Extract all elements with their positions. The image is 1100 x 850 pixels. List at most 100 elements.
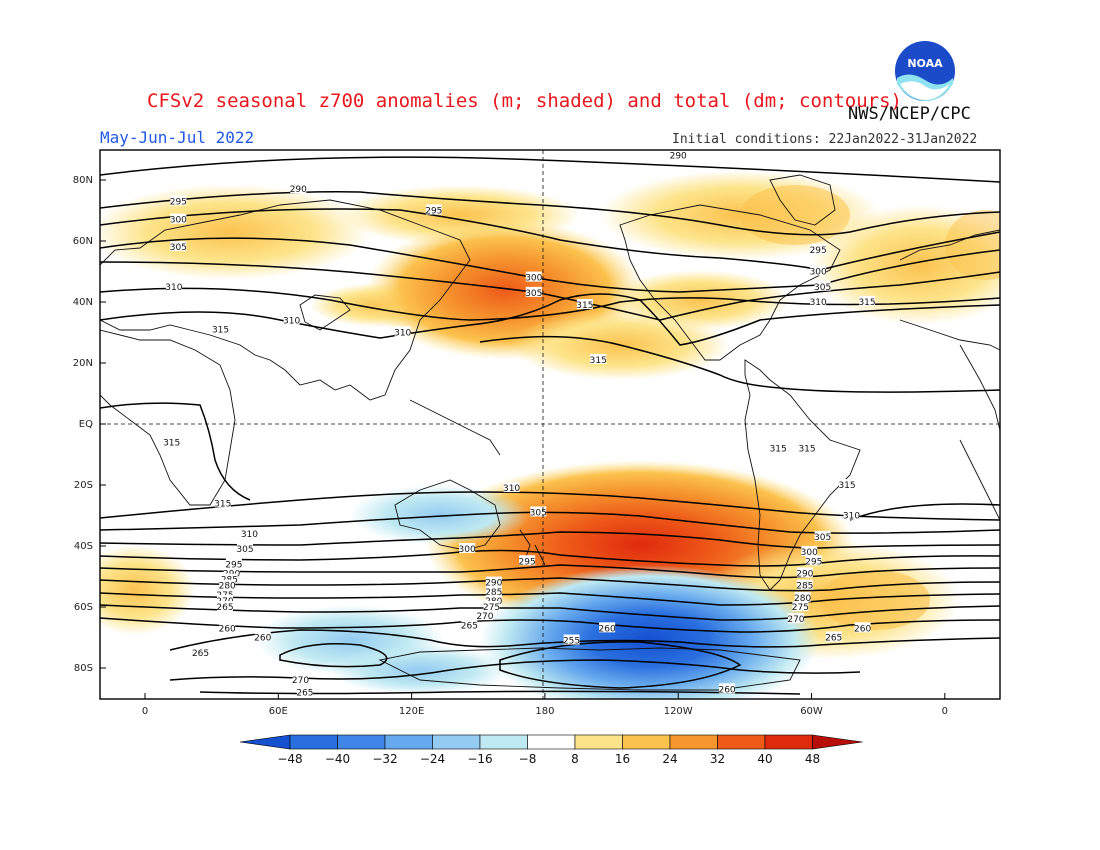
contour-label-bg bbox=[796, 579, 813, 590]
contour-label-bg bbox=[792, 601, 809, 611]
colorbar-swatch bbox=[717, 734, 766, 750]
contour-label: 265 bbox=[825, 634, 842, 644]
contour-label: 300 bbox=[810, 268, 827, 278]
lon-tick-label: 120E bbox=[399, 706, 424, 717]
colorbar-label: 8 bbox=[571, 752, 579, 766]
contour-label: 305 bbox=[814, 283, 831, 293]
contour-label-bg bbox=[170, 195, 187, 206]
contour-label-bg bbox=[794, 591, 811, 602]
contour-label: 295 bbox=[519, 557, 536, 567]
colorbar-label: 16 bbox=[615, 752, 630, 766]
contour-label-bg bbox=[170, 213, 187, 224]
lon-tick-label: 0 bbox=[142, 706, 148, 717]
contour-label: 265 bbox=[216, 603, 233, 613]
contour-label-bg bbox=[576, 299, 593, 310]
lat-axis: 80N 60N 40N 20N EQ 20S 40S 60S 80S bbox=[73, 175, 106, 674]
contour-label: 260 bbox=[254, 634, 271, 644]
contour-label-bg bbox=[859, 296, 876, 306]
colorbar-label: 40 bbox=[757, 752, 772, 766]
colorbar-label: −8 bbox=[519, 752, 537, 766]
forecast-period: May-Jun-Jul 2022 bbox=[100, 128, 255, 147]
contour-label-bg bbox=[810, 296, 827, 306]
contour-label-bg bbox=[530, 506, 547, 517]
contour-label-bg bbox=[296, 686, 313, 697]
contour-label-bg bbox=[425, 204, 442, 215]
contour-label-bg bbox=[796, 567, 813, 578]
contour-label: 310 bbox=[394, 329, 411, 339]
contour-label: 310 bbox=[283, 316, 300, 326]
lat-tick-label: EQ bbox=[79, 419, 93, 430]
lon-tick-label: 0 bbox=[942, 706, 948, 717]
contour-label: 260 bbox=[718, 685, 735, 695]
colorbar-swatch bbox=[432, 734, 481, 750]
contour-label: 310 bbox=[503, 484, 520, 494]
contour-label: 270 bbox=[476, 612, 493, 622]
colorbar-swatch bbox=[622, 734, 671, 750]
map-title: CFSv2 seasonal z700 anomalies (m; shaded… bbox=[147, 90, 902, 112]
contour-label: 315 bbox=[770, 444, 787, 454]
contour-label: 285 bbox=[796, 582, 813, 592]
contour-label-bg bbox=[459, 543, 476, 554]
contour-label: 300 bbox=[801, 548, 818, 558]
initial-conditions: Initial conditions: 22Jan2022-31Jan2022 bbox=[672, 132, 978, 147]
colorbar-swatch bbox=[337, 734, 386, 750]
colorbar-label: −16 bbox=[467, 752, 492, 766]
contour-label-bg bbox=[283, 314, 300, 325]
contour-label-bg bbox=[219, 622, 236, 633]
colorbar-label: −48 bbox=[277, 752, 302, 766]
contour-label-bg bbox=[719, 683, 736, 694]
contour-label-bg bbox=[461, 619, 478, 630]
contour-label: 265 bbox=[461, 621, 478, 631]
contour-label-bg bbox=[810, 244, 827, 255]
contour-label: 260 bbox=[599, 624, 616, 634]
contour-label: 285 bbox=[485, 588, 502, 598]
contour-label: 260 bbox=[854, 624, 871, 634]
contour-labels: 2902902953003053102953003053153103103153… bbox=[163, 150, 876, 698]
contour-label-bg bbox=[241, 527, 258, 538]
contour-label-bg bbox=[670, 150, 687, 160]
contour-label: 315 bbox=[798, 444, 815, 454]
contour-label-bg bbox=[219, 579, 236, 590]
colorbar-swatch bbox=[527, 734, 576, 750]
lat-tick-label: 40N bbox=[73, 297, 93, 308]
contour-label: 315 bbox=[576, 301, 593, 311]
contour-label: 310 bbox=[165, 283, 182, 293]
contour-label-bg bbox=[485, 585, 502, 596]
contour-label-bg bbox=[476, 610, 493, 621]
colorbar-label: −40 bbox=[325, 752, 350, 766]
lat-tick-label: 60N bbox=[73, 236, 93, 247]
contour-label-bg bbox=[236, 543, 253, 554]
contour-label-bg bbox=[216, 594, 233, 605]
noaa-logo: NOAA bbox=[895, 41, 955, 102]
contour-label-bg bbox=[214, 497, 231, 508]
lat-tick-label: 60S bbox=[74, 602, 93, 613]
contour-label: 275 bbox=[792, 603, 809, 613]
colorbar: −48 −40 −32 −24 −16 −8 8 16 24 32 40 48 bbox=[239, 734, 863, 766]
lat-tick-label: 20N bbox=[73, 358, 93, 369]
contour-label-bg bbox=[590, 353, 607, 364]
logo-text: NOAA bbox=[907, 57, 943, 70]
contour-label: 270 bbox=[787, 615, 804, 625]
contour-label-bg bbox=[225, 558, 242, 569]
contour-label: 300 bbox=[459, 545, 476, 555]
contour-label-bg bbox=[192, 646, 209, 657]
contour-label: 260 bbox=[219, 624, 236, 634]
contour-label-bg bbox=[810, 265, 827, 276]
lon-tick-label: 180 bbox=[535, 706, 554, 717]
contour-label-bg bbox=[814, 530, 831, 541]
contour-label-bg bbox=[216, 601, 233, 611]
contour-label: 315 bbox=[858, 298, 875, 308]
contour-label-bg bbox=[223, 567, 240, 578]
contour-label: 315 bbox=[214, 499, 231, 509]
contour-label: 290 bbox=[485, 579, 502, 589]
colorbar-label: 32 bbox=[710, 752, 725, 766]
contour-label: 315 bbox=[163, 438, 180, 448]
contour-label: 295 bbox=[425, 207, 442, 217]
contour-label: 310 bbox=[843, 512, 860, 522]
contour-label: 295 bbox=[810, 246, 827, 256]
colorbar-swatch bbox=[384, 734, 433, 750]
contour-label: 305 bbox=[170, 243, 187, 253]
colorbar-label: 24 bbox=[662, 752, 677, 766]
colorbar-swatch bbox=[289, 734, 338, 750]
